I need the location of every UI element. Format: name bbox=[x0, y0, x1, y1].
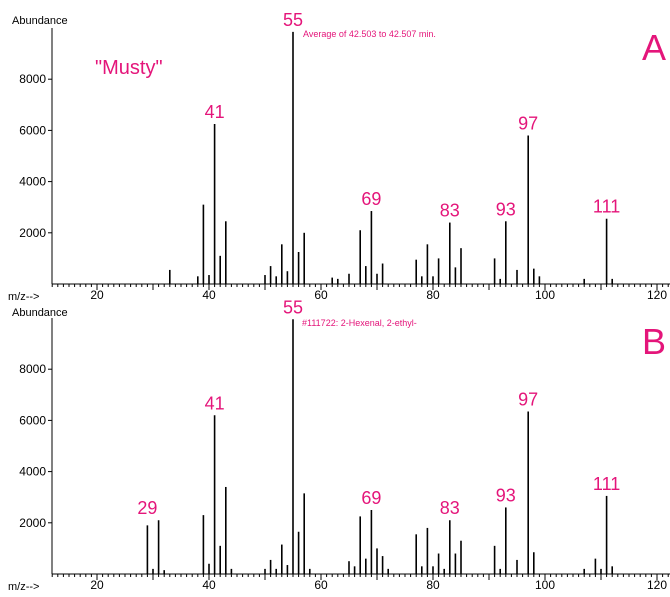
x-axis-title: m/z--> bbox=[8, 581, 39, 592]
peak-label: 69 bbox=[361, 488, 381, 508]
y-tick-label: 8000 bbox=[19, 362, 46, 376]
peak-label: 97 bbox=[518, 389, 538, 409]
y-tick-label: 2000 bbox=[19, 516, 46, 530]
spectrum-annotation: #111722: 2-Hexenal, 2-ethyl- bbox=[302, 318, 417, 328]
y-axis-title: Abundance bbox=[12, 15, 68, 27]
x-tick-label: 80 bbox=[426, 288, 440, 302]
x-tick-label: 80 bbox=[426, 578, 440, 592]
x-tick-label: 120 bbox=[647, 288, 667, 302]
peak-label: 93 bbox=[496, 485, 516, 505]
peak-label: 41 bbox=[205, 102, 225, 122]
y-tick-label: 8000 bbox=[19, 72, 46, 86]
x-tick-label: 40 bbox=[202, 288, 216, 302]
x-tick-label: 60 bbox=[314, 578, 328, 592]
panel-letter: A bbox=[642, 27, 666, 68]
x-axis-title: m/z--> bbox=[8, 291, 39, 303]
x-tick-label: 100 bbox=[535, 288, 555, 302]
y-axis-title: Abundance bbox=[12, 307, 68, 319]
y-tick-label: 4000 bbox=[19, 465, 46, 479]
peak-label: 83 bbox=[440, 498, 460, 518]
peak-label: 111 bbox=[593, 197, 620, 217]
y-tick-label: 6000 bbox=[19, 123, 46, 137]
peak-label: 83 bbox=[440, 201, 460, 221]
x-tick-label: 60 bbox=[314, 288, 328, 302]
x-tick-label: 20 bbox=[90, 578, 104, 592]
peak-label: 55 bbox=[283, 297, 303, 317]
peak-label: 97 bbox=[518, 114, 538, 134]
y-tick-label: 4000 bbox=[19, 175, 46, 189]
x-tick-label: 120 bbox=[647, 578, 667, 592]
y-tick-label: 2000 bbox=[19, 226, 46, 240]
x-tick-label: 100 bbox=[535, 578, 555, 592]
peak-label: 41 bbox=[205, 393, 225, 413]
x-tick-label: 40 bbox=[202, 578, 216, 592]
y-tick-label: 6000 bbox=[19, 413, 46, 427]
spectrum-annotation: Average of 42.503 to 42.507 min. bbox=[303, 29, 436, 39]
peak-label: 29 bbox=[137, 498, 157, 518]
panel-letter: B bbox=[642, 321, 666, 362]
peak-label: 111 bbox=[593, 474, 620, 494]
peak-label: 55 bbox=[283, 10, 303, 30]
x-tick-label: 20 bbox=[90, 288, 104, 302]
peak-label: 69 bbox=[361, 189, 381, 209]
peak-label: 93 bbox=[496, 199, 516, 219]
descriptor-note: "Musty" bbox=[95, 57, 163, 79]
